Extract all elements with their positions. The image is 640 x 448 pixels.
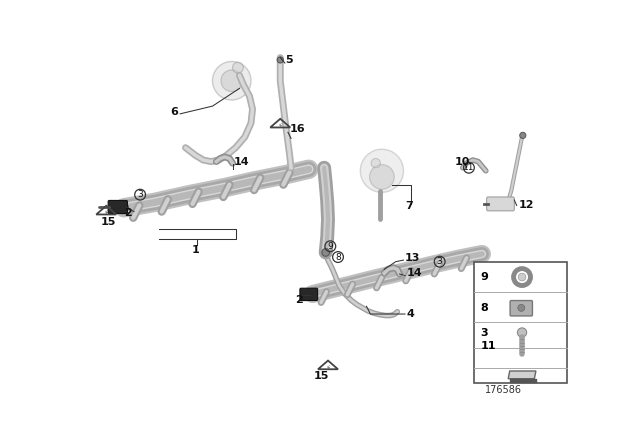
Circle shape <box>360 149 403 192</box>
Circle shape <box>277 57 284 63</box>
FancyBboxPatch shape <box>300 288 317 301</box>
Bar <box>474 262 566 383</box>
FancyBboxPatch shape <box>486 197 515 211</box>
Text: 15: 15 <box>314 370 330 381</box>
Text: 9: 9 <box>481 272 488 282</box>
Text: 14: 14 <box>234 156 250 167</box>
Text: 5: 5 <box>285 55 293 65</box>
Text: 10: 10 <box>455 156 470 167</box>
Text: 8: 8 <box>481 303 488 313</box>
Text: ⚡: ⚡ <box>104 210 109 216</box>
Text: 13: 13 <box>405 253 420 263</box>
Text: 2: 2 <box>295 295 303 305</box>
Text: 9: 9 <box>328 242 333 251</box>
Text: 11: 11 <box>481 341 496 351</box>
Circle shape <box>520 132 526 138</box>
Text: 16: 16 <box>289 124 305 134</box>
Text: 2: 2 <box>124 208 132 218</box>
Text: 3: 3 <box>436 257 442 266</box>
Text: ⚡: ⚡ <box>326 365 330 371</box>
Circle shape <box>212 61 251 100</box>
Polygon shape <box>508 371 536 379</box>
Text: 12: 12 <box>519 200 534 211</box>
Ellipse shape <box>119 203 129 212</box>
Text: 7: 7 <box>405 201 413 211</box>
Text: 176586: 176586 <box>485 385 522 395</box>
Text: 6: 6 <box>170 107 178 116</box>
Text: 11: 11 <box>463 163 475 172</box>
FancyBboxPatch shape <box>108 200 127 214</box>
Text: 1: 1 <box>192 245 200 255</box>
Text: ⚡: ⚡ <box>278 123 283 129</box>
Text: 4: 4 <box>406 309 415 319</box>
Circle shape <box>518 304 525 311</box>
Text: 3: 3 <box>481 328 488 338</box>
Circle shape <box>221 70 243 91</box>
Circle shape <box>232 62 243 73</box>
Circle shape <box>517 328 527 337</box>
Text: 15: 15 <box>101 217 116 227</box>
Circle shape <box>371 159 380 168</box>
Circle shape <box>518 273 526 281</box>
FancyBboxPatch shape <box>510 301 532 316</box>
Circle shape <box>322 249 330 256</box>
Circle shape <box>369 165 394 189</box>
Text: 3: 3 <box>137 190 143 199</box>
Text: 14: 14 <box>406 268 422 278</box>
Text: 8: 8 <box>335 253 341 262</box>
